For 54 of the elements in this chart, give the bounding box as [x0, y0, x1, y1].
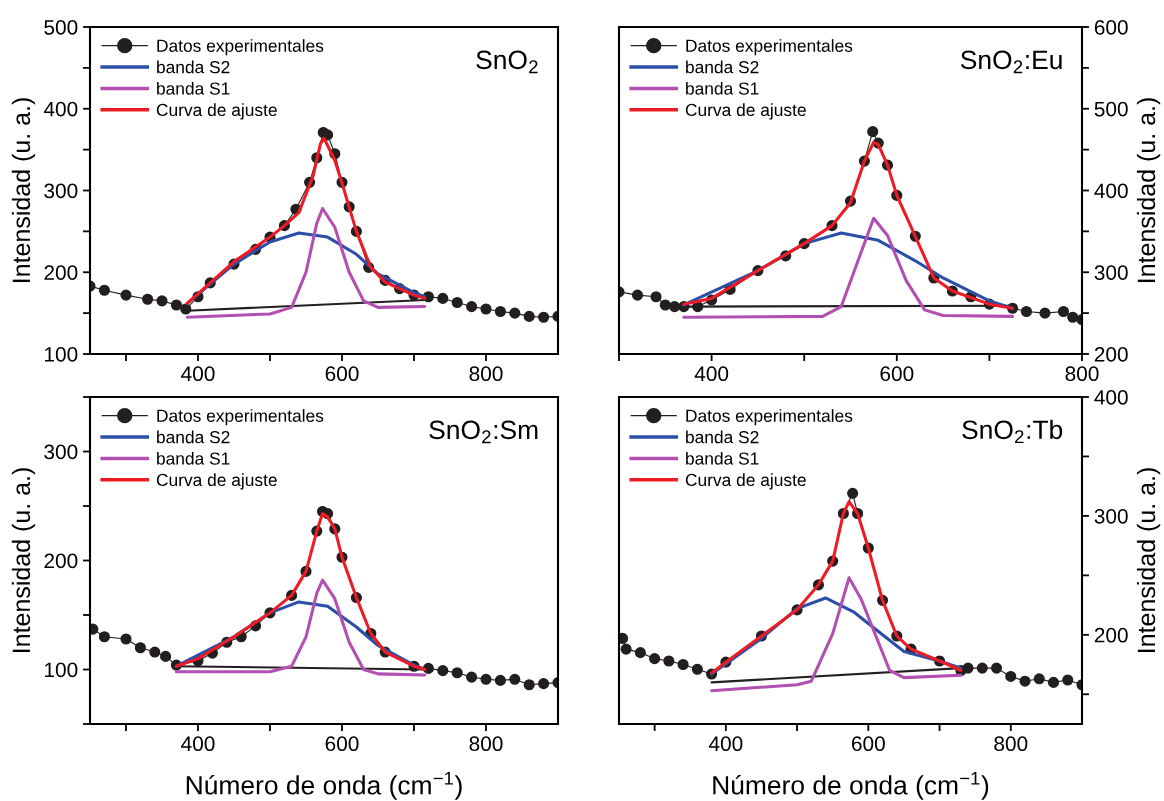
y-tick-label: 200	[1094, 627, 1128, 643]
x-tick-label: 800	[1065, 366, 1099, 382]
y-tick-label: 100	[45, 347, 78, 362]
legend-label: Datos experimentales	[686, 409, 853, 426]
legend-label: banda S2	[686, 60, 759, 74]
y-axis-title: Intensidad (u. a.)	[11, 98, 36, 282]
y-tick-label: 200	[44, 265, 78, 280]
x-tick-label: 800	[469, 736, 503, 752]
x-tick-label: 600	[325, 366, 359, 382]
y-axis-title: Intensidad (u. a.)	[1136, 98, 1161, 282]
legend-label: banda S1	[157, 451, 230, 465]
y-axis-title: Intensidad (u. a.)	[1136, 468, 1161, 652]
legend-label: banda S2	[157, 60, 230, 74]
y-tick-label: 200	[44, 553, 78, 569]
text: SnO$_{2}$:Tb	[962, 419, 1063, 444]
y-tick-label: 400	[1094, 183, 1128, 199]
y-tick-label: 500	[44, 20, 78, 35]
legend-label: Curva de ajuste	[156, 473, 277, 490]
y-axis-title: Intensidad (u. a.)	[11, 468, 36, 652]
y-tick-label: 300	[44, 444, 78, 460]
legend-label: banda S1	[686, 81, 759, 95]
y-tick-label: 500	[1094, 101, 1128, 117]
x-tick-label: 400	[181, 736, 215, 752]
legend-label: banda S2	[157, 430, 230, 444]
text: SnO$_{2}$:Eu	[960, 50, 1062, 74]
y-tick-label: 300	[44, 183, 78, 199]
y-tick-label: 400	[43, 101, 78, 117]
x-axis-title: Número de onda (cm$^{−1}$)	[186, 771, 462, 800]
y-tick-label: 100	[45, 662, 78, 678]
legend-label: Curva de ajuste	[156, 103, 277, 120]
x-tick-label: 600	[851, 736, 885, 752]
legend-label: Datos experimentales	[157, 39, 324, 56]
x-tick-label: 800	[469, 366, 503, 382]
x-tick-label: 400	[708, 736, 743, 752]
x-axis-title: Número de onda (cm$^{−1}$)	[713, 771, 989, 800]
legend-label: Curva de ajuste	[685, 473, 806, 490]
y-tick-label: 200	[1094, 347, 1128, 362]
x-tick-label: 800	[994, 736, 1028, 752]
x-tick-label: 400	[181, 366, 215, 382]
legend-label: Datos experimentales	[157, 409, 324, 426]
y-tick-label: 400	[1094, 390, 1128, 405]
x-tick-label: 400	[694, 366, 729, 382]
legend-label: Curva de ajuste	[685, 103, 806, 120]
y-tick-label: 300	[1094, 265, 1128, 280]
y-tick-label: 300	[1094, 508, 1128, 524]
legend-label: banda S1	[686, 451, 759, 465]
text: SnO$_{2}$:Sm	[429, 420, 538, 444]
legend-label: Datos experimentales	[686, 39, 853, 56]
legend-label: banda S2	[686, 430, 759, 444]
y-tick-label: 600	[1094, 20, 1128, 35]
x-tick-label: 600	[325, 736, 359, 752]
x-tick-label: 600	[880, 366, 914, 382]
text: SnO$_{2}$	[476, 50, 538, 74]
legend-label: banda S1	[157, 81, 230, 95]
